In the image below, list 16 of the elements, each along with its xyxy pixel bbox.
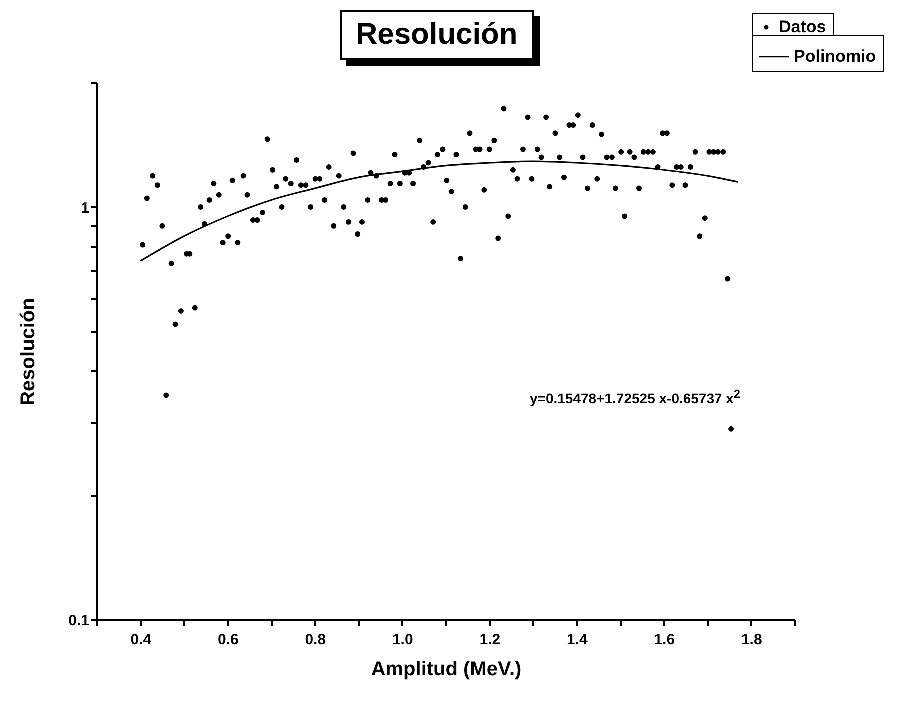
y-tick-label: 0.1 bbox=[68, 612, 90, 630]
annotation: y=0.15478+1.72525 x-0.65737 x$^{2}$ bbox=[530, 388, 740, 407]
x-tick-label: 0.6 bbox=[218, 632, 239, 648]
x-tick-label: 1.8 bbox=[741, 632, 762, 648]
x-tick-label: 1.4 bbox=[566, 632, 588, 648]
x-tick-label: 1.6 bbox=[654, 632, 676, 648]
x-tick-label: 1.0 bbox=[392, 632, 414, 648]
y-tick-label: 1 bbox=[81, 200, 90, 217]
x-tick-label: 0.4 bbox=[130, 632, 152, 648]
legend-label: Datos bbox=[779, 18, 826, 36]
chart-title: Resolución bbox=[340, 10, 534, 60]
x-tick-label: 0.8 bbox=[305, 632, 326, 648]
x-axis-title: Amplitud (MeV.) bbox=[371, 658, 522, 680]
y-axis-title: Resolución bbox=[18, 298, 40, 406]
legend-label: Polinomio bbox=[794, 47, 876, 66]
x-tick-label: 1.2 bbox=[480, 632, 501, 648]
